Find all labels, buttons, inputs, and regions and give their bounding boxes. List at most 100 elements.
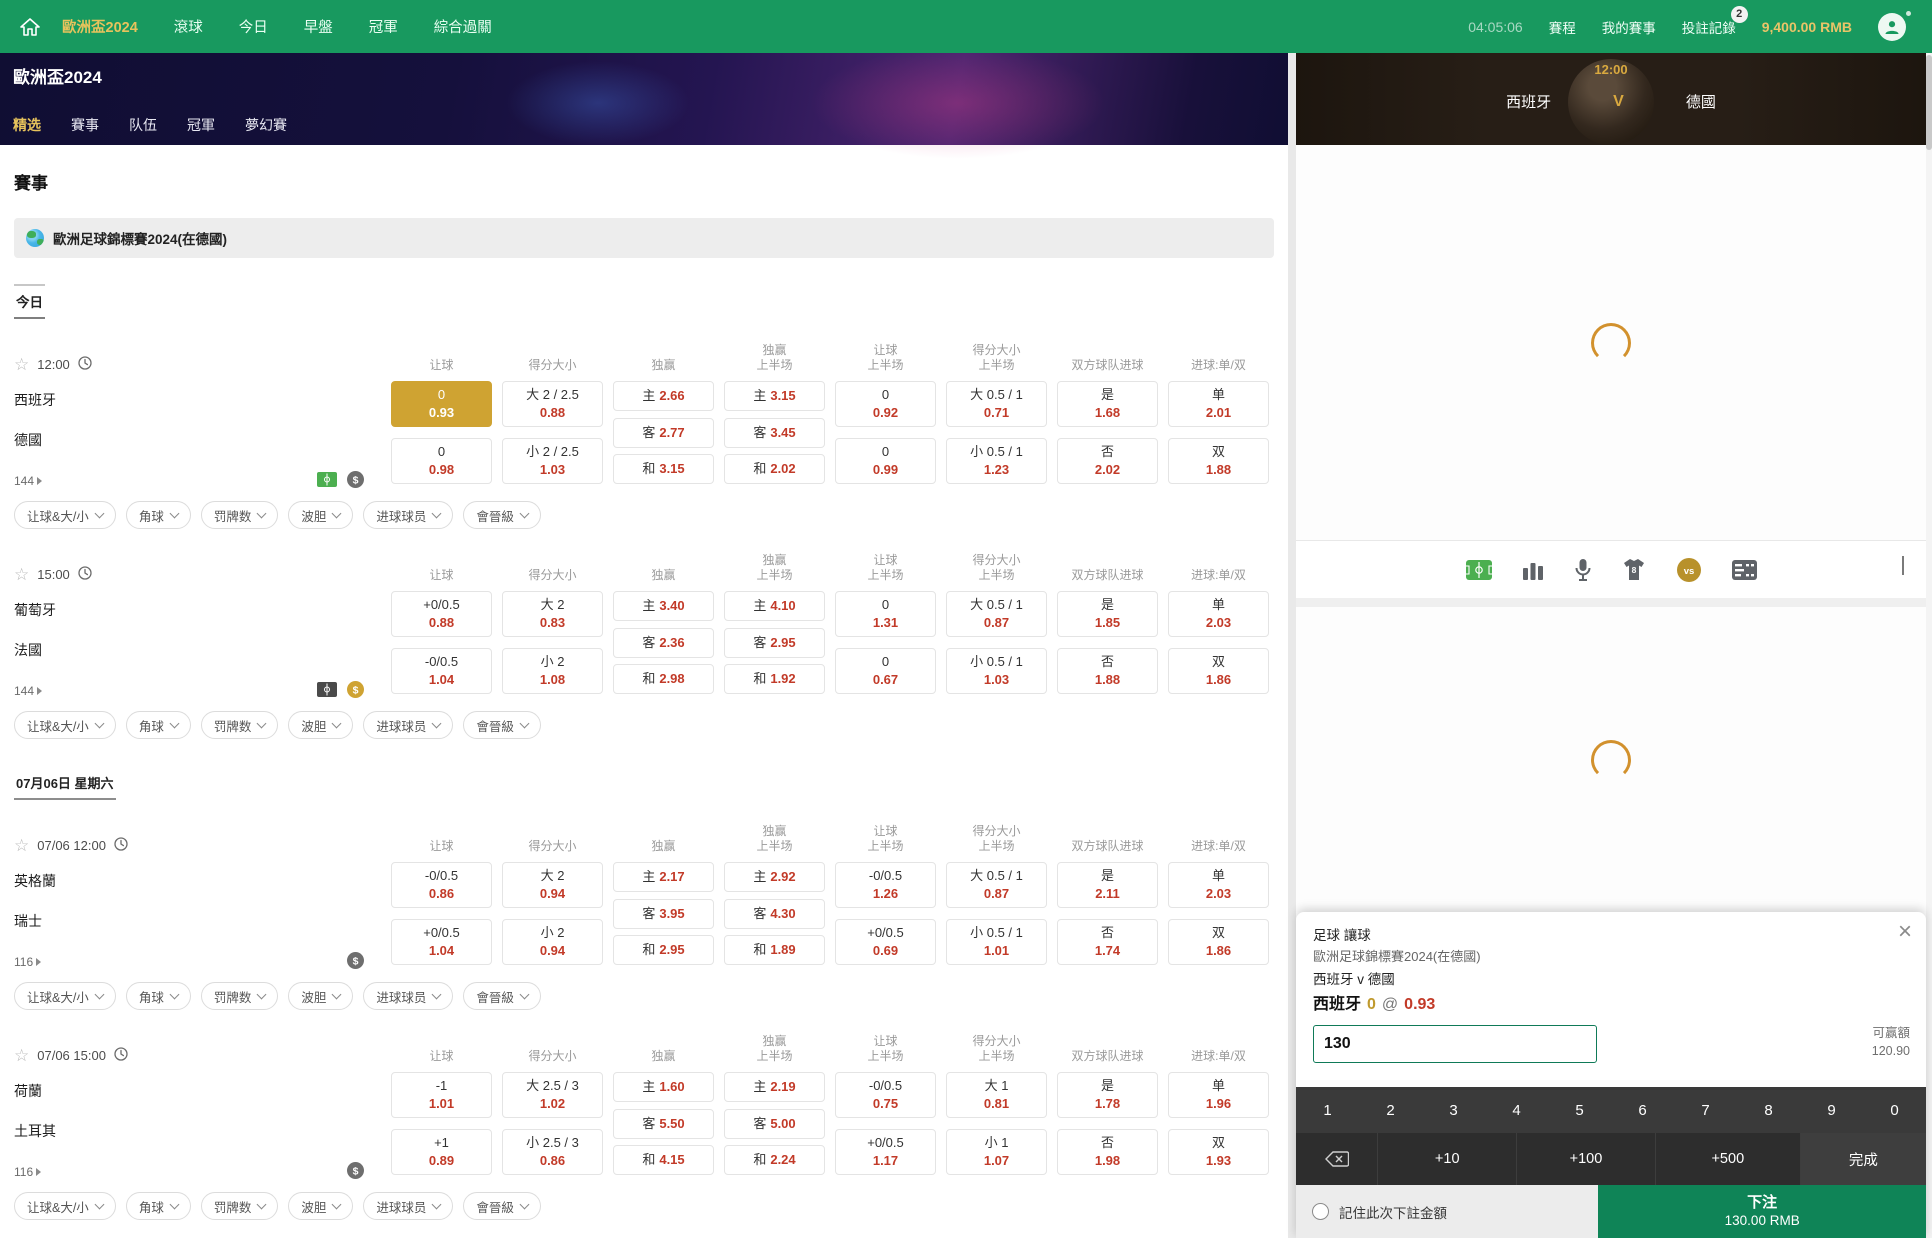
odds-box-ou_ht[interactable]: 大 0.5 / 1 0.87 xyxy=(946,591,1047,637)
stake-input[interactable] xyxy=(1313,1025,1597,1063)
more-markets-link[interactable]: 116 xyxy=(14,1165,42,1179)
odds-box-ml_ht[interactable]: 客 4.30 xyxy=(724,898,825,929)
close-icon[interactable]: × xyxy=(1897,918,1912,945)
odds-box-oe[interactable]: 双 1.88 xyxy=(1168,438,1269,484)
scrollbar-thumb[interactable] xyxy=(1926,55,1932,150)
market-pill-0[interactable]: 让球&大/小 xyxy=(14,711,116,739)
market-pill-3[interactable]: 波胆 xyxy=(288,1192,354,1220)
odds-box-btts[interactable]: 是 2.11 xyxy=(1057,862,1158,908)
market-pill-0[interactable]: 让球&大/小 xyxy=(14,982,116,1010)
market-pill-3[interactable]: 波胆 xyxy=(288,711,354,739)
odds-box-handicap_ht[interactable]: 0 0.67 xyxy=(835,648,936,694)
done-button[interactable]: 完成 xyxy=(1799,1133,1926,1185)
odds-box-ou[interactable]: 大 2 / 2.5 0.88 xyxy=(502,381,603,427)
odds-box-oe[interactable]: 双 1.86 xyxy=(1168,648,1269,694)
market-pill-5[interactable]: 會晉級 xyxy=(463,1192,541,1220)
favorite-star-icon[interactable]: ☆ xyxy=(14,355,30,374)
odds-box-ml[interactable]: 主 3.40 xyxy=(613,591,714,621)
odds-box-btts[interactable]: 否 1.88 xyxy=(1057,648,1158,694)
account-avatar[interactable] xyxy=(1878,10,1911,41)
odds-box-ou_ht[interactable]: 小 0.5 / 1 1.01 xyxy=(946,919,1047,965)
dollar-icon[interactable]: $ xyxy=(347,952,364,972)
odds-box-handicap[interactable]: +1 0.89 xyxy=(391,1129,492,1175)
odds-box-ml_ht[interactable]: 和 1.89 xyxy=(724,935,825,965)
odds-box-ou[interactable]: 小 2 0.94 xyxy=(502,919,603,965)
odds-box-oe[interactable]: 双 1.86 xyxy=(1168,919,1269,965)
odds-box-oe[interactable]: 单 2.03 xyxy=(1168,591,1269,637)
nav-item-4[interactable]: 冠軍 xyxy=(368,20,398,36)
odds-box-oe[interactable]: 单 2.01 xyxy=(1168,381,1269,427)
odds-box-ou_ht[interactable]: 小 0.5 / 1 1.23 xyxy=(946,438,1047,484)
market-pill-0[interactable]: 让球&大/小 xyxy=(14,501,116,529)
market-pill-5[interactable]: 會晉級 xyxy=(463,501,541,529)
key-0[interactable]: 0 xyxy=(1890,1101,1899,1119)
odds-box-ml_ht[interactable]: 主 2.19 xyxy=(724,1072,825,1102)
pitch-icon[interactable] xyxy=(317,682,337,700)
odds-box-ml[interactable]: 客 2.36 xyxy=(613,627,714,658)
market-pill-5[interactable]: 會晉級 xyxy=(463,711,541,739)
odds-box-handicap_ht[interactable]: 0 1.31 xyxy=(835,591,936,637)
odds-box-handicap_ht[interactable]: -0/0.5 0.75 xyxy=(835,1072,936,1118)
odds-box-ml[interactable]: 和 2.98 xyxy=(613,664,714,694)
key-9[interactable]: 9 xyxy=(1827,1101,1836,1119)
market-pill-3[interactable]: 波胆 xyxy=(288,501,354,529)
favorite-star-icon[interactable]: ☆ xyxy=(14,565,30,584)
odds-box-handicap_ht[interactable]: 0 0.99 xyxy=(835,438,936,484)
key-6[interactable]: 6 xyxy=(1638,1101,1647,1119)
key-8[interactable]: 8 xyxy=(1764,1101,1773,1119)
odds-box-btts[interactable]: 否 1.74 xyxy=(1057,919,1158,965)
quick-add-10[interactable]: +10 xyxy=(1377,1133,1516,1185)
nav-item-0[interactable]: 歐洲盃2024 xyxy=(62,20,138,36)
pitch-icon[interactable] xyxy=(317,472,337,490)
nav-item-3[interactable]: 早盤 xyxy=(303,20,333,36)
odds-box-btts[interactable]: 是 1.68 xyxy=(1057,381,1158,427)
favorite-star-icon[interactable]: ☆ xyxy=(14,1046,30,1065)
market-pill-1[interactable]: 角球 xyxy=(125,1192,191,1220)
favorite-star-icon[interactable]: ☆ xyxy=(14,836,30,855)
odds-box-ou[interactable]: 大 2 0.94 xyxy=(502,862,603,908)
odds-box-handicap[interactable]: -0/0.5 0.86 xyxy=(391,862,492,908)
nav-item-2[interactable]: 今日 xyxy=(238,20,268,36)
more-markets-link[interactable]: 144 xyxy=(14,474,43,488)
banner-tab-4[interactable]: 夢幻賽 xyxy=(245,117,287,133)
odds-box-ml_ht[interactable]: 和 2.02 xyxy=(724,454,825,484)
odds-box-ml_ht[interactable]: 客 2.95 xyxy=(724,627,825,658)
odds-box-ou_ht[interactable]: 大 1 0.81 xyxy=(946,1072,1047,1118)
odds-box-handicap_ht[interactable]: -0/0.5 1.26 xyxy=(835,862,936,908)
odds-box-btts[interactable]: 否 1.98 xyxy=(1057,1129,1158,1175)
odds-box-ou_ht[interactable]: 大 0.5 / 1 0.71 xyxy=(946,381,1047,427)
key-7[interactable]: 7 xyxy=(1701,1101,1710,1119)
odds-box-handicap[interactable]: +0/0.5 1.04 xyxy=(391,919,492,965)
market-pill-3[interactable]: 波胆 xyxy=(288,982,354,1010)
nav-link-schedule[interactable]: 賽程 xyxy=(1548,20,1576,36)
market-pill-1[interactable]: 角球 xyxy=(125,982,191,1010)
odds-box-ou_ht[interactable]: 小 0.5 / 1 1.03 xyxy=(946,648,1047,694)
league-header-1[interactable]: 歐洲足球錦標賽2024(在德國) xyxy=(14,218,1274,258)
odds-box-handicap[interactable]: -0/0.5 1.04 xyxy=(391,648,492,694)
odds-box-ml_ht[interactable]: 和 2.24 xyxy=(724,1145,825,1175)
odds-box-ml[interactable]: 主 1.60 xyxy=(613,1072,714,1102)
stats-icon[interactable] xyxy=(1522,560,1544,580)
odds-box-handicap[interactable]: -1 1.01 xyxy=(391,1072,492,1118)
quick-add-100[interactable]: +100 xyxy=(1516,1133,1655,1185)
odds-box-oe[interactable]: 双 1.93 xyxy=(1168,1129,1269,1175)
market-pill-4[interactable]: 进球球员 xyxy=(363,982,454,1010)
key-2[interactable]: 2 xyxy=(1386,1101,1395,1119)
odds-box-ml[interactable]: 主 2.17 xyxy=(613,862,714,892)
odds-box-ml_ht[interactable]: 主 4.10 xyxy=(724,591,825,621)
vs-icon[interactable]: vs xyxy=(1676,557,1702,583)
odds-box-ml_ht[interactable]: 客 5.00 xyxy=(724,1108,825,1139)
market-pill-1[interactable]: 角球 xyxy=(125,501,191,529)
banner-tab-2[interactable]: 队伍 xyxy=(129,117,157,133)
home-icon[interactable] xyxy=(20,17,40,36)
place-bet-button[interactable]: 下注 130.00 RMB xyxy=(1598,1185,1926,1238)
odds-box-btts[interactable]: 否 2.02 xyxy=(1057,438,1158,484)
odds-box-ml_ht[interactable]: 客 3.45 xyxy=(724,417,825,448)
odds-box-ml_ht[interactable]: 主 2.92 xyxy=(724,862,825,892)
day-tab-today[interactable]: 今日 xyxy=(14,284,45,319)
more-markets-link[interactable]: 144 xyxy=(14,684,43,698)
odds-box-handicap_ht[interactable]: +0/0.5 0.69 xyxy=(835,919,936,965)
odds-box-ml[interactable]: 客 2.77 xyxy=(613,417,714,448)
key-3[interactable]: 3 xyxy=(1449,1101,1458,1119)
market-pill-2[interactable]: 罚牌数 xyxy=(200,711,279,739)
